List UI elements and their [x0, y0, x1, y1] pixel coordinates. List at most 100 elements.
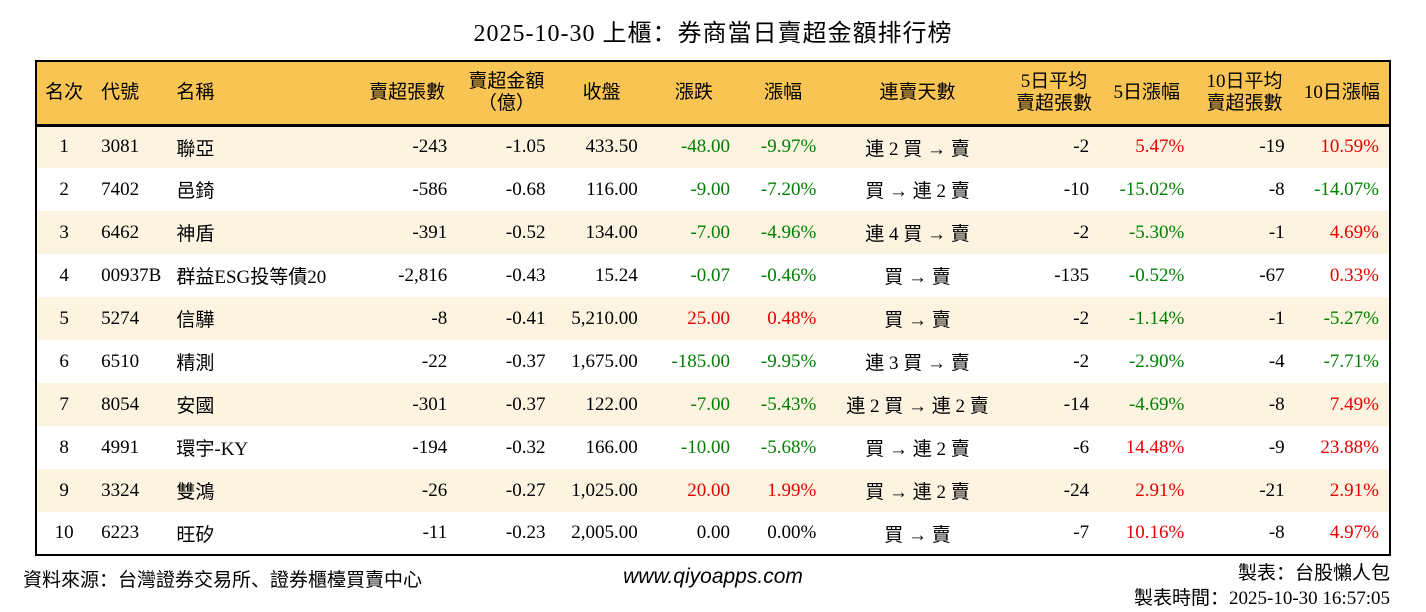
cell-rank: 8: [59, 436, 69, 458]
cell-code: 00937B: [101, 264, 162, 286]
cell-close: 1,675.00: [571, 350, 638, 372]
cell-change: 0.00: [696, 522, 731, 543]
cell-code: 7402: [101, 178, 140, 200]
cell-rank: 7: [59, 393, 69, 415]
cell-change: -10.00: [680, 436, 731, 458]
cell-chg5_pct: 10.16%: [1125, 522, 1185, 543]
cell-change_pct: -5.43%: [760, 393, 817, 415]
cell-avg10_volume: -67: [1259, 264, 1285, 286]
cell-close: 134.00: [585, 221, 638, 243]
cell-chg5_pct: 5.47%: [1135, 136, 1185, 158]
cell-net_sell_volume: -22: [421, 350, 448, 372]
col-header-streak: 連賣天數: [826, 61, 1009, 127]
cell-name: 聯亞: [176, 138, 215, 160]
cell-change_pct: -0.46%: [760, 264, 817, 286]
cell-net_sell_amount: -0.23: [505, 522, 546, 543]
table-row: 7 8054 安國 -301 -0.37 122.00 -7.00 -5.43% 連 2 買 →…: [36, 383, 1390, 426]
cell-name: 環宇-KY: [176, 439, 249, 460]
cell-change: -7.00: [690, 393, 731, 415]
cell-change_pct: -9.97%: [760, 136, 817, 158]
cell-net_sell_volume: -26: [421, 479, 448, 501]
cell-streak: 買 → 賣: [884, 524, 951, 546]
cell-streak: 買 → 連 2 賣: [865, 439, 970, 460]
title-bar: 2025-10-30 上櫃：券商當日賣超金額排行榜: [0, 0, 1426, 60]
cell-streak: 連 4 買 → 賣: [865, 224, 970, 245]
cell-name: 邑錡: [176, 181, 215, 202]
cell-rank: 5: [59, 307, 69, 329]
made-by-label: 製表：台股懶人包: [1237, 563, 1390, 584]
cell-change: -9.00: [690, 178, 731, 200]
cell-rank: 4: [59, 264, 69, 286]
cell-rank: 10: [54, 522, 74, 543]
cell-code: 6223: [101, 522, 140, 543]
cell-streak: 買 → 賣: [884, 267, 951, 288]
col-header-avg10_volume: 10日平均 賣超張數: [1194, 61, 1295, 127]
cell-avg5_volume: -24: [1063, 479, 1090, 501]
cell-avg5_volume: -2: [1073, 350, 1090, 372]
cell-net_sell_volume: -586: [412, 178, 448, 200]
cell-streak: 連 2 買 → 賣: [865, 138, 970, 160]
table-row: 2 7402 邑錡 -586 -0.68 116.00 -9.00 -7.20% 買 → 連 2…: [36, 168, 1390, 211]
cell-close: 433.50: [585, 136, 638, 158]
ranking-table: 名次 代號 名稱 賣超張數 賣超金額 （億） 收盤 漲跌 漲幅 連賣天數 5日平均 賣超張數 5日漲…: [35, 60, 1391, 556]
made-time-label: 製表時間：2025-10-30 16:57:05: [1134, 588, 1390, 609]
table-row: 1 3081 聯亞 -243 -1.05 433.50 -48.00 -9.97% 連 2 買 …: [36, 125, 1390, 168]
col-header-net_sell_volume: 賣超張數: [356, 61, 458, 127]
cell-net_sell_volume: -301: [412, 393, 448, 415]
cell-code: 6462: [101, 221, 140, 243]
col-header-rank: 名次: [36, 61, 92, 127]
cell-net_sell_volume: -11: [422, 522, 448, 543]
cell-rank: 9: [59, 479, 69, 501]
made-by-block: 製表：台股懶人包 製表時間：2025-10-30 16:57:05: [1134, 561, 1390, 611]
cell-net_sell_amount: -0.27: [505, 479, 546, 501]
cell-avg5_volume: -10: [1063, 178, 1090, 200]
cell-code: 3324: [101, 479, 140, 501]
cell-close: 2,005.00: [571, 522, 638, 543]
col-header-chg5_pct: 5日漲幅: [1099, 61, 1195, 127]
cell-net_sell_volume: -2,816: [398, 264, 448, 286]
cell-close: 122.00: [585, 393, 638, 415]
col-header-name: 名稱: [166, 61, 357, 127]
cell-net_sell_volume: -391: [412, 221, 448, 243]
cell-close: 166.00: [585, 436, 638, 458]
cell-change_pct: -7.20%: [760, 178, 817, 200]
cell-code: 3081: [101, 136, 140, 158]
cell-avg5_volume: -14: [1063, 393, 1090, 415]
cell-avg5_volume: -135: [1054, 264, 1090, 286]
cell-avg5_volume: -2: [1073, 307, 1090, 329]
cell-change_pct: 0.00%: [767, 522, 817, 543]
cell-streak: 連 2 買 → 連 2 賣: [846, 396, 989, 417]
table-row: 4 00937B 群益ESG投等債20 -2,816 -0.43 15.24 -0.07 -0…: [36, 254, 1390, 297]
cell-name: 旺矽: [176, 524, 215, 546]
cell-avg10_volume: -19: [1259, 136, 1285, 158]
cell-avg5_volume: -7: [1073, 522, 1090, 543]
table-row: 6 6510 精測 -22 -0.37 1,675.00 -185.00 -9.95% 連 3 …: [36, 340, 1390, 383]
cell-chg5_pct: -5.30%: [1128, 221, 1185, 243]
table-row: 9 3324 雙鴻 -26 -0.27 1,025.00 20.00 1.99% 買 → 連 2…: [36, 469, 1390, 512]
cell-net_sell_amount: -0.68: [505, 178, 546, 200]
cell-chg10_pct: -14.07%: [1314, 178, 1379, 200]
table-row: 5 5274 信驊 -8 -0.41 5,210.00 25.00 0.48% 買 → 賣 -2 -…: [36, 297, 1390, 340]
col-header-change: 漲跌: [647, 61, 741, 127]
cell-chg5_pct: -2.90%: [1128, 350, 1185, 372]
cell-change_pct: -9.95%: [760, 350, 817, 372]
cell-chg5_pct: -0.52%: [1128, 264, 1185, 286]
cell-chg5_pct: -1.14%: [1128, 307, 1185, 329]
cell-chg10_pct: 2.91%: [1329, 479, 1379, 501]
cell-chg10_pct: -7.71%: [1323, 350, 1379, 372]
cell-chg5_pct: -15.02%: [1119, 178, 1185, 200]
cell-avg5_volume: -2: [1073, 221, 1090, 243]
col-header-change_pct: 漲幅: [740, 61, 827, 127]
cell-avg10_volume: -9: [1268, 436, 1285, 458]
cell-net_sell_amount: -0.37: [505, 350, 546, 372]
page-title: 2025-10-30 上櫃：券商當日賣超金額排行榜: [473, 20, 953, 47]
data-source-label: 資料來源：台灣證券交易所、證券櫃檯買賣中心: [23, 570, 423, 591]
cell-avg10_volume: -8: [1268, 522, 1285, 543]
cell-streak: 買 → 賣: [884, 310, 951, 331]
cell-avg10_volume: -1: [1268, 221, 1285, 243]
cell-avg10_volume: -4: [1268, 350, 1285, 372]
cell-close: 1,025.00: [571, 479, 638, 501]
cell-name: 安國: [176, 396, 215, 417]
cell-rank: 1: [59, 136, 69, 158]
cell-streak: 連 3 買 → 賣: [865, 353, 970, 374]
